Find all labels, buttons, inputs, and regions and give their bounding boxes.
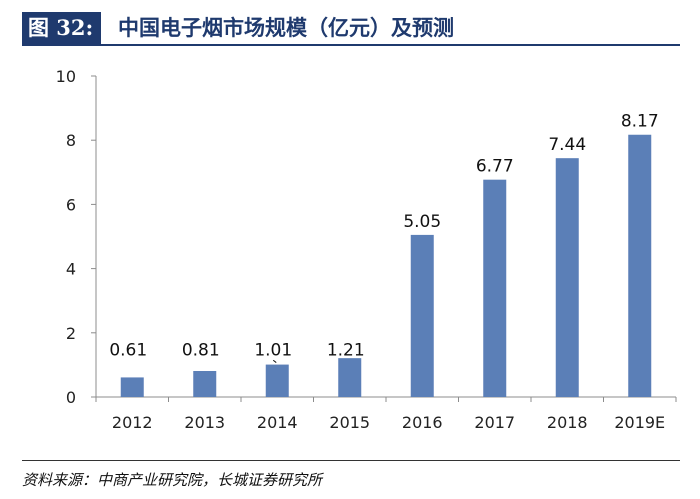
data-label: 1.21 [327, 340, 365, 360]
data-label: 0.81 [182, 340, 220, 360]
bar [193, 370, 217, 397]
bar [120, 377, 144, 397]
x-tick-label: 2014 [257, 413, 298, 432]
y-tick-label: 6 [66, 195, 76, 214]
y-tick-label: 2 [66, 324, 76, 343]
figure-title: 中国电子烟市场规模（亿元）及预测 [118, 15, 454, 40]
y-tick-label: 10 [56, 67, 76, 86]
y-tick-label: 4 [66, 260, 76, 279]
bar [338, 358, 362, 397]
data-label: 1.01 [254, 340, 292, 360]
data-label-leader-line [272, 359, 277, 363]
figure-header: 图 32: 中国电子烟市场规模（亿元）及预测 [22, 10, 680, 46]
bar [265, 364, 289, 397]
y-tick-label: 0 [66, 388, 76, 407]
bar [410, 234, 434, 397]
x-tick-label: 2015 [329, 413, 370, 432]
bar [628, 134, 652, 398]
x-tick-label: 2019E [614, 413, 665, 432]
figure-number-badge: 图 32: [22, 12, 102, 44]
data-label: 6.77 [476, 157, 514, 177]
x-tick-label: 2017 [474, 413, 515, 432]
source-note: 资料来源：中商产业研究院，长城证券研究所 [22, 460, 680, 490]
data-label: 5.05 [403, 212, 441, 232]
x-tick-label: 2016 [402, 413, 443, 432]
x-tick-label: 2018 [547, 413, 588, 432]
bar [555, 158, 579, 397]
x-tick-label: 2012 [112, 413, 153, 432]
bar [483, 179, 507, 397]
data-label: 8.17 [621, 112, 659, 132]
y-tick-label: 8 [66, 131, 76, 150]
data-label: 0.61 [109, 340, 147, 360]
x-tick-label: 2013 [184, 413, 225, 432]
data-label: 7.44 [548, 135, 586, 155]
